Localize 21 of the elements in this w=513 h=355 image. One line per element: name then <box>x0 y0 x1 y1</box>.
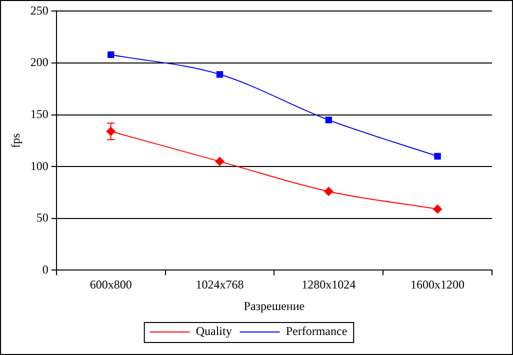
y-axis-title: fps <box>8 133 22 148</box>
y-tick-label: 200 <box>30 55 48 70</box>
x-axis-title: Разрешение <box>244 298 305 313</box>
y-tick-label: 0 <box>42 262 48 276</box>
point <box>434 152 441 160</box>
x-tick-label: 1024x768 <box>196 278 244 292</box>
point <box>325 116 332 124</box>
point <box>108 51 114 58</box>
point <box>324 186 334 196</box>
y-tick-label: 50 <box>36 210 48 225</box>
point <box>216 71 224 78</box>
legend-label: Quality <box>196 324 232 338</box>
x-tick-label: 600x800 <box>90 278 132 292</box>
legend-label: Performance <box>286 324 348 338</box>
x-tick-label: 1280x1024 <box>302 278 356 292</box>
y-tick-label: 100 <box>30 158 48 173</box>
point <box>215 156 224 166</box>
point <box>433 204 442 214</box>
x-tick-label: 1600x1200 <box>410 278 465 292</box>
y-tick-label: 150 <box>30 106 48 121</box>
y-tick-label: 250 <box>30 3 48 18</box>
